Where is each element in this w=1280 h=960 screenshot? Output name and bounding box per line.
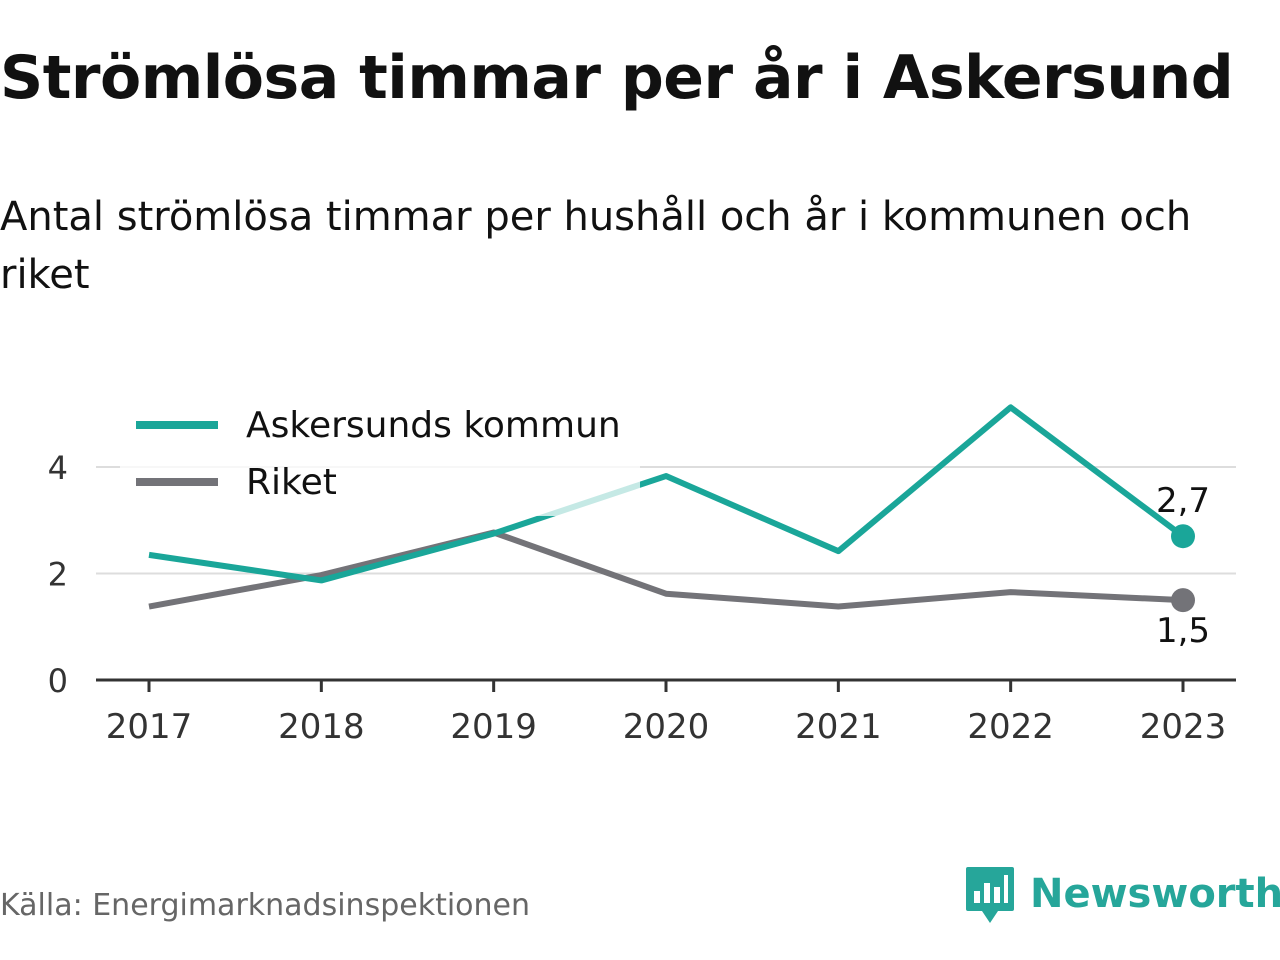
source-note: Källa: Energimarknadsinspektionen bbox=[0, 888, 531, 923]
end-labels: 2,7 1,5 bbox=[1156, 481, 1210, 651]
x-tick-label: 2018 bbox=[278, 707, 365, 747]
newsworthy-chart-logo-icon bbox=[966, 867, 1014, 923]
x-axis-ticks: 2017 2018 2019 2020 2021 2022 2023 bbox=[106, 680, 1227, 747]
x-tick-label: 2017 bbox=[106, 707, 193, 747]
brand: Newsworthy bbox=[964, 864, 1280, 928]
end-label-askersunds-kommun: 2,7 bbox=[1156, 481, 1210, 521]
legend: Askersunds kommun Riket bbox=[120, 398, 640, 516]
data-point bbox=[1171, 588, 1195, 613]
x-tick-label: 2019 bbox=[450, 707, 537, 747]
legend-label: Askersunds kommun bbox=[246, 405, 621, 446]
data-point bbox=[1171, 524, 1195, 549]
brand-name: Newsworthy bbox=[1030, 871, 1280, 917]
series-lines bbox=[148, 404, 1195, 613]
chart-subtitle: Antal strömlösa timmar per hushåll och å… bbox=[0, 194, 1192, 298]
x-tick-label: 2022 bbox=[967, 707, 1054, 747]
end-label-riket: 1,5 bbox=[1156, 611, 1210, 651]
y-tick-label: 4 bbox=[48, 449, 68, 487]
x-tick-label: 2020 bbox=[623, 707, 710, 747]
x-tick-label: 2021 bbox=[795, 707, 882, 747]
y-axis-ticks: 0 2 4 bbox=[48, 449, 68, 700]
chart-title: Strömlösa timmar per år i Askersund bbox=[0, 43, 1234, 113]
series-line-riket bbox=[148, 529, 1184, 610]
y-tick-label: 2 bbox=[48, 556, 68, 594]
y-tick-label: 0 bbox=[48, 662, 68, 700]
legend-label: Riket bbox=[246, 462, 337, 503]
x-tick-label: 2023 bbox=[1140, 707, 1227, 747]
legend-background bbox=[120, 398, 640, 516]
